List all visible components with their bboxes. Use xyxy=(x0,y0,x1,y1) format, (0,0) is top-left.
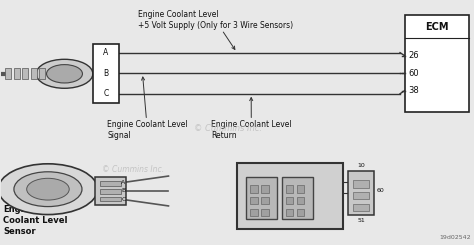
Bar xyxy=(250,208,258,216)
Text: Engine Coolant Level
+5 Volt Supply (Only for 3 Wire Sensors): Engine Coolant Level +5 Volt Supply (Onl… xyxy=(138,10,293,49)
Circle shape xyxy=(27,178,69,200)
Bar xyxy=(31,69,36,79)
Bar xyxy=(39,69,45,79)
Text: 38: 38 xyxy=(409,86,419,95)
Bar xyxy=(100,189,121,194)
Bar xyxy=(297,197,304,204)
Circle shape xyxy=(0,164,98,215)
Bar xyxy=(5,69,11,79)
Text: © Cummins Inc.: © Cummins Inc. xyxy=(193,124,262,133)
Bar xyxy=(405,15,469,112)
Bar xyxy=(286,185,293,193)
Text: 10: 10 xyxy=(357,162,365,168)
Bar xyxy=(250,197,258,204)
Bar xyxy=(286,208,293,216)
Text: Engine
Coolant Level
Sensor: Engine Coolant Level Sensor xyxy=(3,205,68,236)
Bar xyxy=(237,163,343,229)
Text: 26: 26 xyxy=(409,51,419,60)
Bar xyxy=(261,185,269,193)
Text: A: A xyxy=(103,48,109,57)
Text: Engine Coolant Level
Return: Engine Coolant Level Return xyxy=(211,98,292,140)
Bar xyxy=(353,181,369,188)
Text: B: B xyxy=(121,188,126,194)
Text: B: B xyxy=(103,69,109,78)
Bar xyxy=(100,182,121,186)
Text: 60: 60 xyxy=(409,69,419,78)
Text: © Cummins Inc.: © Cummins Inc. xyxy=(102,165,164,174)
Circle shape xyxy=(46,65,82,83)
Bar xyxy=(286,197,293,204)
Text: C: C xyxy=(121,197,126,202)
Bar xyxy=(353,204,369,211)
Bar xyxy=(282,177,313,219)
Bar xyxy=(353,192,369,199)
Bar xyxy=(95,177,126,205)
Bar xyxy=(100,197,121,201)
Bar xyxy=(22,69,28,79)
Bar xyxy=(297,208,304,216)
Circle shape xyxy=(36,59,93,88)
Circle shape xyxy=(14,172,82,207)
Bar xyxy=(93,44,119,103)
Text: ECM: ECM xyxy=(425,22,448,32)
Bar xyxy=(261,197,269,204)
Bar xyxy=(246,177,277,219)
Bar xyxy=(261,208,269,216)
Text: Engine Coolant Level
Signal: Engine Coolant Level Signal xyxy=(107,77,188,140)
Text: C: C xyxy=(103,89,109,98)
Bar xyxy=(14,69,19,79)
Bar xyxy=(348,171,374,215)
Bar xyxy=(250,185,258,193)
Text: 51: 51 xyxy=(357,218,365,223)
Text: 19d02542: 19d02542 xyxy=(439,235,471,240)
Text: 60: 60 xyxy=(376,188,384,193)
Bar xyxy=(297,185,304,193)
Text: A: A xyxy=(121,180,126,184)
